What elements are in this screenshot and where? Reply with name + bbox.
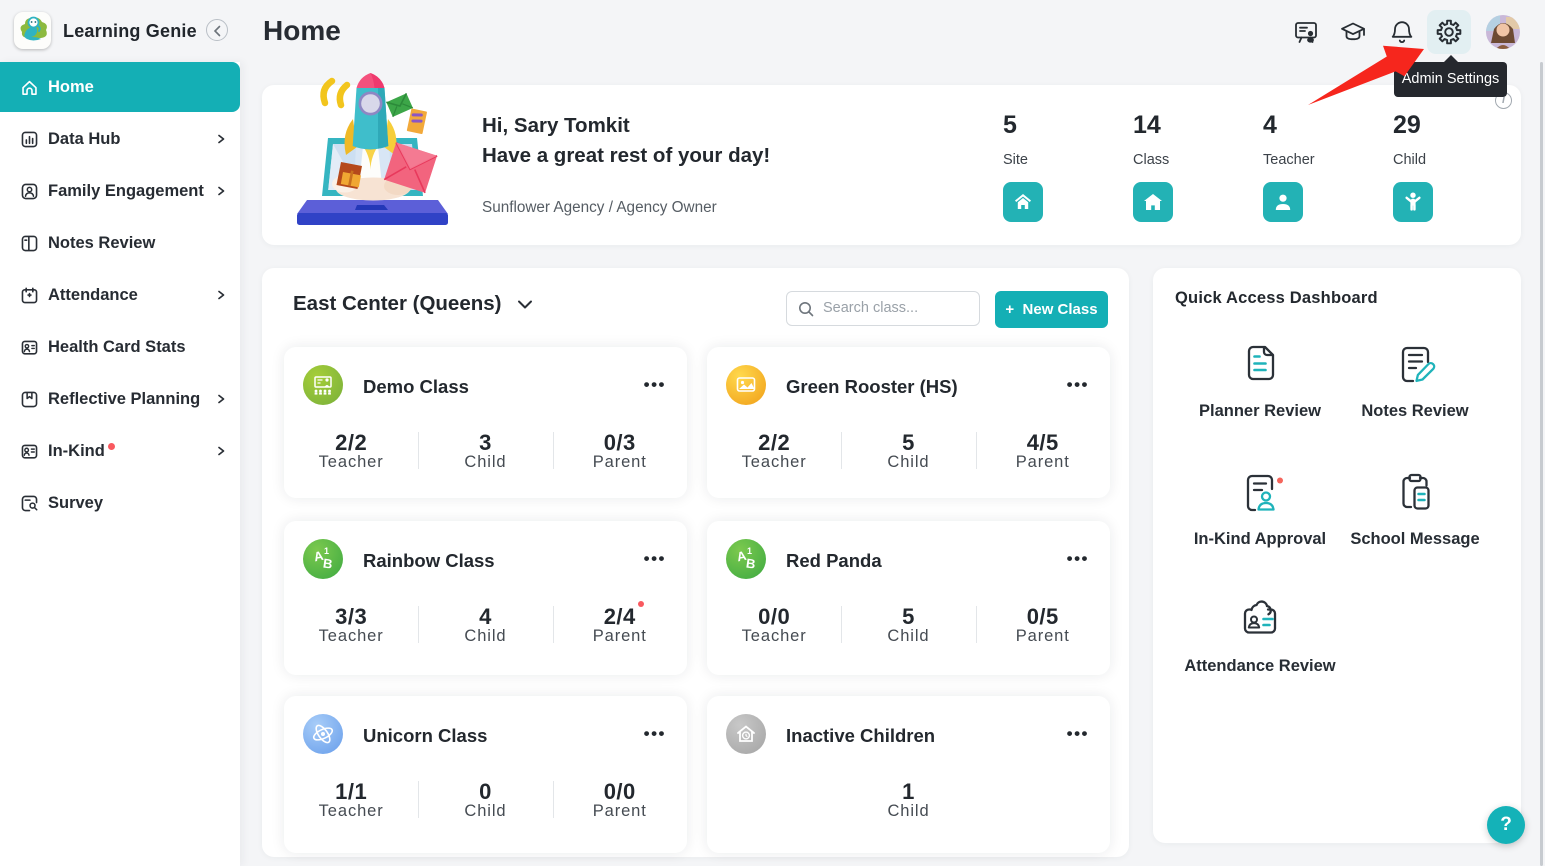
svg-text:A: A bbox=[735, 548, 748, 565]
svg-text:1: 1 bbox=[747, 546, 752, 556]
svg-text:1: 1 bbox=[324, 546, 329, 556]
svg-text:B: B bbox=[322, 556, 333, 572]
svg-text:B: B bbox=[745, 556, 756, 572]
svg-text:A: A bbox=[312, 548, 325, 565]
